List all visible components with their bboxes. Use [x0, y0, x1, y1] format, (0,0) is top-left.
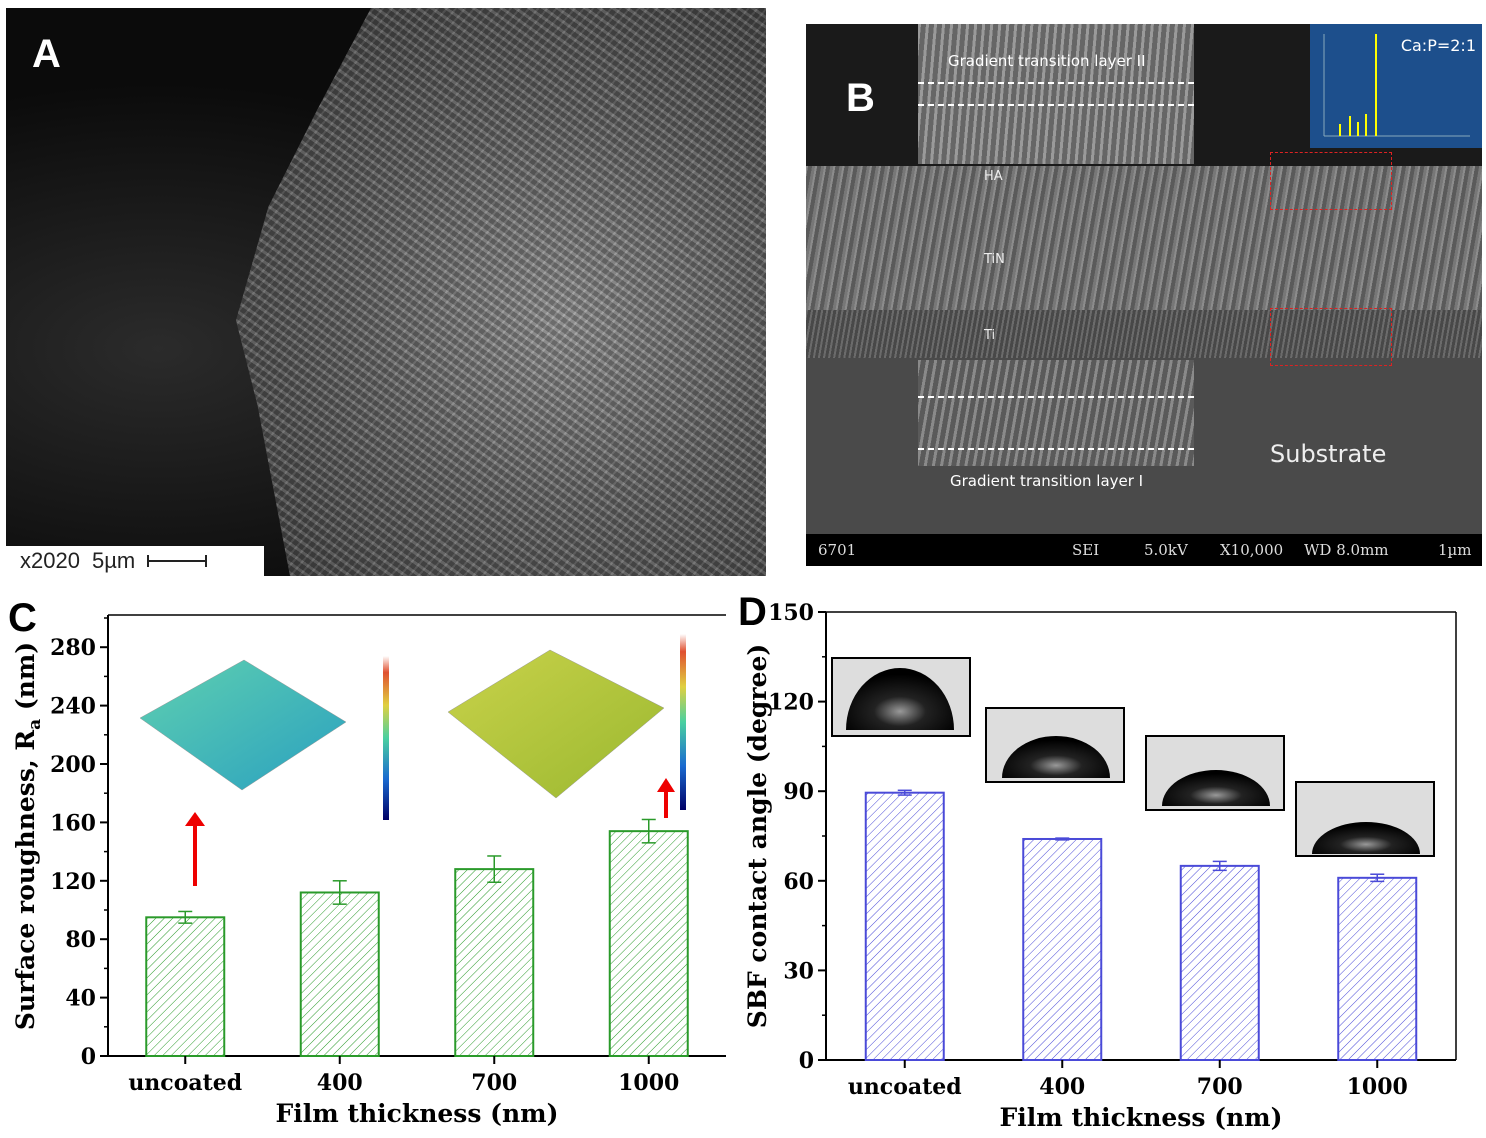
y-tick-label: 200	[50, 752, 96, 778]
fracture-surface	[236, 8, 766, 576]
chart-d: 0 30 60 90 120 150 uncoated 400 700 1000 Film thic…	[743, 600, 1457, 1132]
plot-c: 0 40 80 120 160 200 240 280 uncoated 400 700 1000 Fi…	[11, 614, 726, 1128]
y-tick-label: 90	[783, 779, 814, 805]
y-axis-label: Surface roughness, Ra (nm)	[11, 642, 45, 1030]
x-tick-label: 700	[1197, 1074, 1243, 1100]
y-tick-label: 280	[50, 635, 96, 661]
red-box-top	[1270, 152, 1392, 210]
magnification-text: x2020	[20, 548, 80, 573]
inset-top: Gradient transition layer II	[918, 24, 1194, 164]
red-arrow-head	[185, 812, 205, 826]
sem-magnification: X10,000	[1220, 541, 1284, 559]
y-tick-label: 120	[50, 869, 96, 895]
scale-bar-a: x2020 5µm	[6, 546, 264, 576]
inset-bottom	[918, 360, 1194, 466]
dash-line	[918, 82, 1194, 84]
eds-spectrum	[1323, 34, 1470, 137]
dash-line	[918, 448, 1194, 450]
layer-label-ti: Ti	[984, 328, 996, 343]
scale-length-text: 5µm	[91, 548, 136, 573]
afm-inset-2	[447, 634, 686, 810]
x-tick-label: 700	[471, 1070, 517, 1096]
bar	[1022, 837, 1103, 1061]
panel-label-c: C	[8, 596, 37, 640]
panel-label-d: D	[738, 590, 767, 634]
bar	[1179, 864, 1260, 1061]
y-tick-label: 0	[81, 1044, 96, 1070]
y-tick-label: 60	[783, 869, 814, 895]
y-tick-label: 0	[799, 1048, 814, 1074]
inset-top-label: Gradient transition layer II	[948, 52, 1146, 70]
x-axis-label: Film thickness (nm)	[1000, 1103, 1283, 1132]
red-box-bottom	[1270, 308, 1392, 366]
scale-line	[147, 555, 208, 567]
sem-image-a: A x2020 5µm	[6, 8, 766, 576]
afm-inset-1	[139, 656, 389, 820]
x-tick-label: 1000	[1347, 1074, 1408, 1100]
bar	[145, 916, 226, 1057]
y-tick-label: 120	[768, 690, 814, 716]
panel-label-b: B	[846, 76, 875, 120]
sem-info-bar: 6701 SEI 5.0kV X10,000 WD 8.0mm 1µm	[806, 534, 1482, 566]
sem-mode: SEI	[1072, 541, 1100, 559]
red-arrow-head	[657, 778, 675, 792]
y-axis-label: SBF contact angle (degree)	[743, 644, 772, 1028]
layer-label-tin: TiN	[984, 252, 1005, 267]
panel-label-a: A	[32, 32, 61, 76]
droplet-photo-4	[1295, 781, 1435, 857]
substrate-label: Substrate	[1270, 440, 1387, 468]
sem-working-distance: WD 8.0mm	[1304, 541, 1389, 559]
droplet-photo-1	[831, 657, 971, 737]
y-tick-label: 40	[65, 986, 96, 1012]
eds-ratio-label: Ca:P=2:1	[1400, 36, 1476, 55]
x-tick-label: 400	[1039, 1074, 1085, 1100]
x-tick-label: 400	[317, 1070, 363, 1096]
sem-scale-text: 1µm	[1438, 541, 1472, 559]
sem-image-b: Gradient transition layer II Gradient tr…	[806, 24, 1482, 566]
x-tick-label: 1000	[618, 1070, 679, 1096]
dash-line	[918, 396, 1194, 398]
layer-label-ha: HA	[984, 169, 1003, 184]
bar	[299, 891, 380, 1058]
x-tick-label: uncoated	[128, 1070, 242, 1096]
bar	[608, 830, 689, 1057]
sem-voltage: 5.0kV	[1144, 541, 1188, 559]
bar	[1337, 876, 1418, 1061]
droplet-photo-2	[985, 707, 1125, 783]
inset-bottom-label: Gradient transition layer I	[950, 472, 1144, 490]
bar	[864, 791, 945, 1061]
sem-id: 6701	[818, 541, 857, 559]
x-tick-label: uncoated	[848, 1074, 962, 1100]
y-tick-label: 80	[65, 927, 96, 953]
y-tick-label: 150	[768, 600, 814, 626]
dash-line	[918, 104, 1194, 106]
bar	[454, 868, 535, 1057]
y-tick-label: 30	[783, 958, 814, 984]
y-tick-label: 240	[50, 694, 96, 720]
eds-spectrum-inset: Ca:P=2:1	[1310, 24, 1482, 148]
droplet-photo-3	[1145, 735, 1285, 811]
ti-layer	[806, 310, 1482, 358]
plot-d: 0 30 60 90 120 150 uncoated 400 700 1000 Film thic…	[743, 600, 1457, 1132]
y-tick-label: 160	[50, 810, 96, 836]
x-axis-label: Film thickness (nm)	[276, 1099, 559, 1128]
chart-c: 0 40 80 120 160 200 240 280 uncoated 400 700 1000 Fi…	[11, 614, 726, 1128]
